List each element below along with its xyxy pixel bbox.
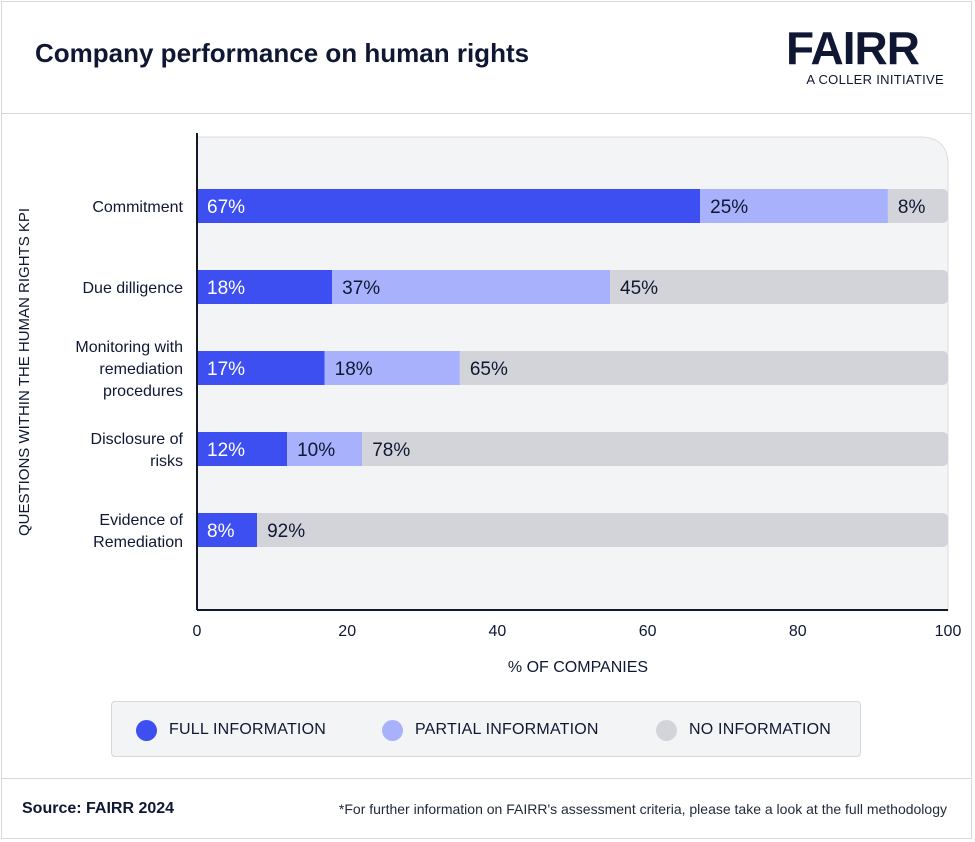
chart-title: Company performance on human rights [35,38,530,68]
x-axis-title: % OF COMPANIES [508,659,648,676]
legend-swatch-partial [382,719,403,741]
logo-wordmark: FAIRR [786,22,920,74]
category-label-2-1: remediation [99,361,183,378]
data-label-none-4: 92% [267,521,305,542]
category-label-3-0: Disclosure of [91,431,184,448]
bar-partial-1 [332,270,611,304]
bar-full-2 [197,351,325,385]
x-tick-label-20: 20 [338,623,356,640]
methodology-footnote: *For further information on FAIRR's asse… [338,801,947,817]
legend-item-none: NO INFORMATION [656,702,831,758]
legend-swatch-full [136,719,157,741]
data-label-full-1: 18% [207,278,245,299]
legend-item-partial: PARTIAL INFORMATION [382,702,599,758]
bar-none-4 [257,513,949,547]
category-label-2-2: procedures [103,383,183,400]
legend-swatch-none [656,719,677,741]
data-label-partial-0: 25% [710,197,748,218]
fairr-logo: FAIRR A COLLER INITIATIVE [786,24,944,90]
data-label-none-0: 8% [898,197,926,218]
legend-label-none: NO INFORMATION [689,721,832,738]
data-label-full-3: 12% [207,440,245,461]
logo-subtitle: A COLLER INITIATIVE [806,72,944,87]
footer-divider [2,778,971,779]
bar-full-3 [197,432,288,466]
data-label-none-2: 65% [470,359,508,380]
category-label-2-0: Monitoring with [75,339,183,356]
header-divider [2,113,971,114]
bar-partial-2 [324,351,460,385]
legend: FULL INFORMATION PARTIAL INFORMATION NO … [111,701,861,757]
data-label-full-4: 8% [207,521,235,542]
stacked-bar-chart: 67% 25% 8% Commitment 18% 37% 45% Due dilligenc… [16,133,962,676]
x-tick-label-40: 40 [489,623,507,640]
category-label-4-0: Evidence of [99,512,183,529]
bar-full-0 [197,189,701,223]
bar-none-1 [610,270,948,304]
category-label-0-0: Commitment [92,199,183,216]
data-label-full-0: 67% [207,197,245,218]
x-tick-label-60: 60 [639,623,657,640]
bar-none-3 [362,432,949,466]
bar-partial-3 [287,432,363,466]
bar-none-0 [887,189,948,223]
y-axis-title: QUESTIONS WITHIN THE HUMAN RIGHTS KPI [16,208,33,536]
data-label-full-2: 17% [207,359,245,380]
source-note: Source: FAIRR 2024 [22,800,175,817]
legend-label-full: FULL INFORMATION [169,721,326,738]
bar-full-4 [197,513,258,547]
category-label-1-0: Due dilligence [82,280,183,297]
legend-label-partial: PARTIAL INFORMATION [415,721,599,738]
data-label-none-1: 45% [620,278,658,299]
data-label-partial-3: 10% [297,440,335,461]
x-tick-label-100: 100 [935,623,962,640]
x-tick-label-0: 0 [193,623,202,640]
bar-none-2 [459,351,948,385]
bar-partial-0 [700,189,888,223]
data-label-none-3: 78% [372,440,410,461]
category-label-3-1: risks [150,453,183,470]
data-label-partial-1: 37% [342,278,380,299]
data-label-partial-2: 18% [335,359,373,380]
legend-item-full: FULL INFORMATION [136,702,326,758]
bar-full-1 [197,270,333,304]
category-label-4-1: Remediation [93,534,183,551]
x-tick-label-80: 80 [789,623,807,640]
